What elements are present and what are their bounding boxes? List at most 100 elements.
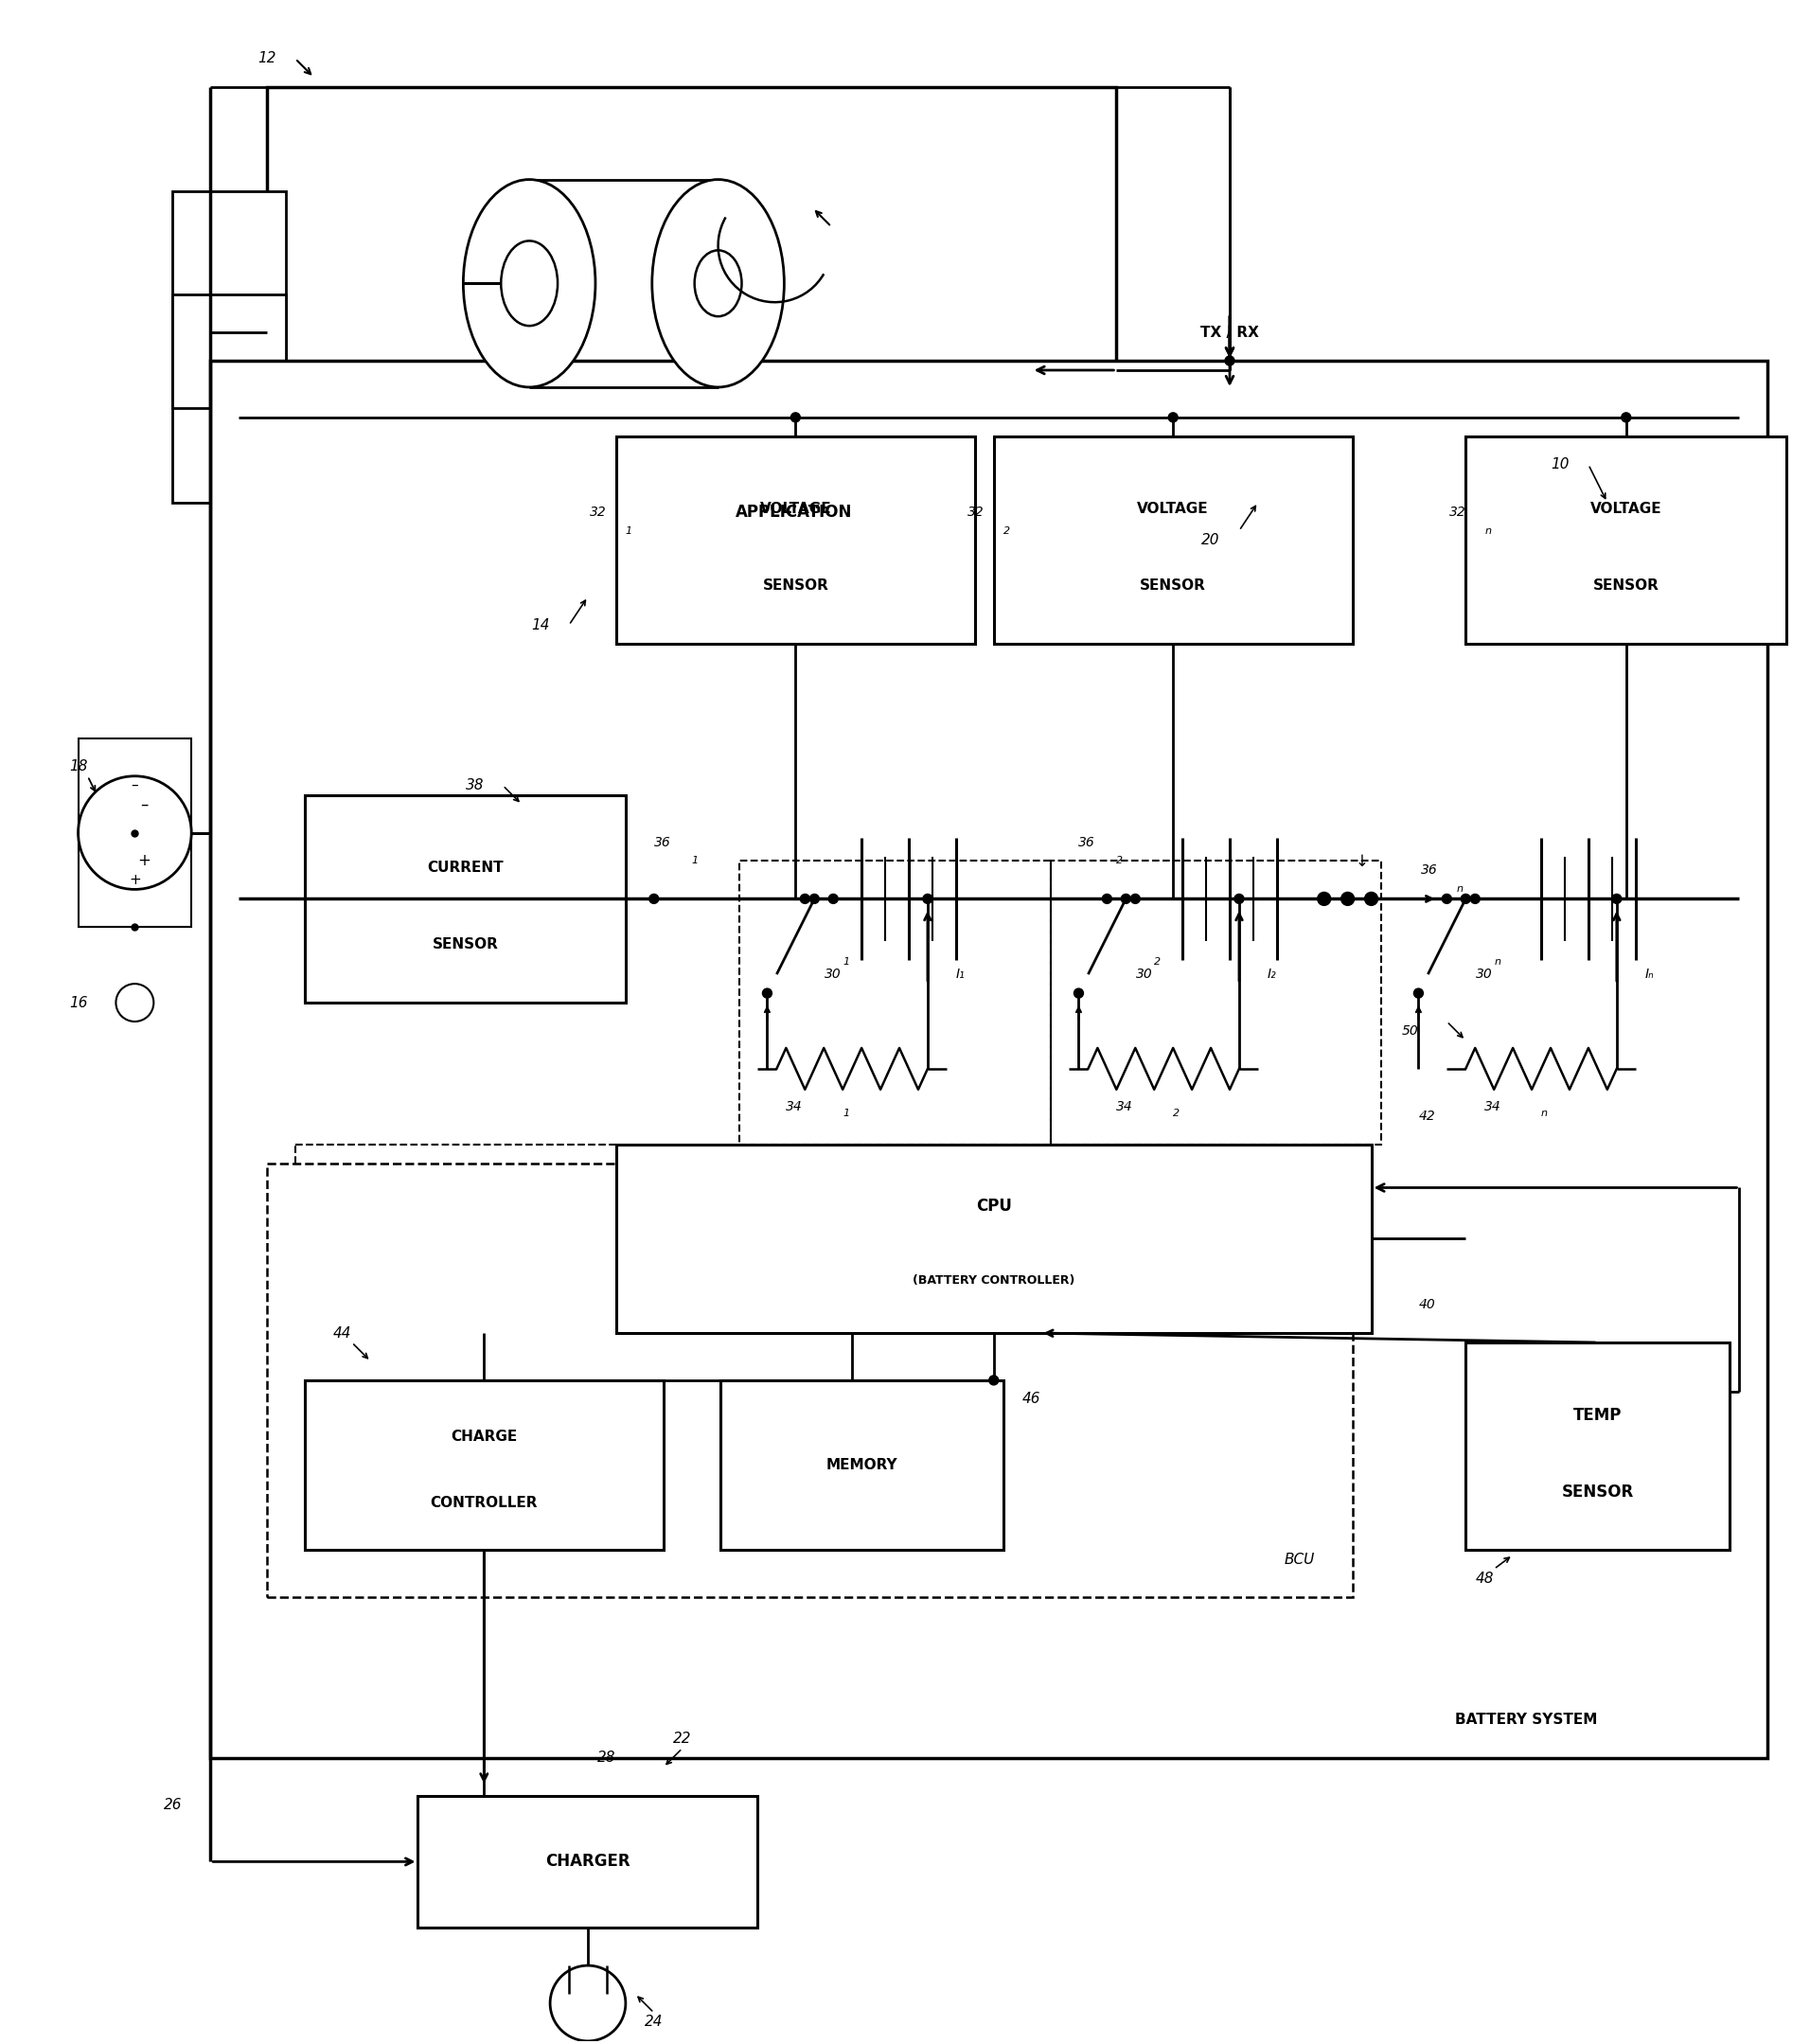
Text: 22: 22: [673, 1731, 691, 1746]
Text: MEMORY: MEMORY: [825, 1457, 898, 1472]
Circle shape: [809, 893, 820, 903]
Bar: [172, 190, 286, 503]
Text: TEMP: TEMP: [1573, 1406, 1622, 1425]
Text: 2: 2: [1173, 1108, 1180, 1118]
Text: 12: 12: [257, 51, 277, 65]
Circle shape: [1073, 989, 1084, 997]
Text: BATTERY SYSTEM: BATTERY SYSTEM: [1455, 1713, 1598, 1727]
Text: 34: 34: [1484, 1100, 1500, 1114]
Text: BCU: BCU: [1283, 1553, 1314, 1566]
Text: 2: 2: [1003, 525, 1010, 536]
Bar: [266, 88, 1117, 578]
Text: 34: 34: [786, 1100, 804, 1114]
Text: +: +: [129, 873, 141, 887]
Bar: [994, 435, 1352, 644]
Bar: [1466, 1343, 1730, 1549]
Ellipse shape: [463, 180, 595, 386]
Circle shape: [1414, 989, 1423, 997]
Text: SENSOR: SENSOR: [433, 938, 498, 953]
Circle shape: [988, 1376, 999, 1386]
Text: APPLICATION: APPLICATION: [735, 503, 853, 521]
Circle shape: [1234, 893, 1243, 903]
Circle shape: [1613, 893, 1622, 903]
Text: –: –: [130, 779, 138, 793]
Text: 2: 2: [1155, 957, 1160, 967]
Text: 30: 30: [1137, 967, 1153, 981]
Text: 1: 1: [626, 525, 632, 536]
Bar: [1050, 861, 1381, 1145]
Text: 30: 30: [1477, 967, 1493, 981]
Circle shape: [1470, 893, 1481, 903]
Circle shape: [1341, 891, 1354, 905]
Text: I₂: I₂: [1267, 967, 1276, 981]
Text: 24: 24: [644, 2015, 662, 2030]
Text: CURRENT: CURRENT: [427, 861, 503, 875]
Text: 10: 10: [1551, 458, 1569, 472]
Text: 16: 16: [69, 995, 87, 1010]
Text: VOLTAGE: VOLTAGE: [1591, 503, 1662, 515]
Circle shape: [923, 893, 932, 903]
Text: 34: 34: [1117, 1100, 1133, 1114]
Ellipse shape: [501, 241, 557, 325]
Bar: [78, 738, 192, 928]
Text: (BATTERY CONTROLLER): (BATTERY CONTROLLER): [912, 1273, 1075, 1286]
Text: TX / RX: TX / RX: [1200, 325, 1260, 339]
Text: 40: 40: [1419, 1298, 1435, 1312]
Text: 2: 2: [1117, 856, 1124, 867]
Circle shape: [829, 893, 838, 903]
Bar: [1466, 435, 1786, 644]
Circle shape: [762, 989, 771, 997]
Text: SENSOR: SENSOR: [1140, 578, 1205, 593]
Text: 38: 38: [465, 779, 483, 793]
Text: 32: 32: [1448, 505, 1466, 519]
Circle shape: [1167, 413, 1178, 423]
Bar: [720, 1380, 1003, 1549]
Bar: [615, 1145, 1372, 1333]
Text: CHARGER: CHARGER: [545, 1854, 630, 1870]
Text: 48: 48: [1475, 1572, 1493, 1586]
Circle shape: [1120, 893, 1131, 903]
Circle shape: [1443, 893, 1452, 903]
Text: CPU: CPU: [976, 1198, 1012, 1214]
Ellipse shape: [652, 180, 784, 386]
Text: SENSOR: SENSOR: [1562, 1484, 1634, 1500]
Circle shape: [1461, 893, 1470, 903]
Text: 36: 36: [1079, 836, 1095, 848]
Text: 46: 46: [1023, 1392, 1041, 1406]
Text: 42: 42: [1419, 1110, 1435, 1122]
Text: VOLTAGE: VOLTAGE: [1137, 503, 1209, 515]
Bar: [172, 294, 286, 409]
Circle shape: [1225, 356, 1234, 366]
Circle shape: [1131, 893, 1140, 903]
Text: n: n: [1457, 885, 1462, 893]
Circle shape: [650, 893, 659, 903]
Bar: [304, 1380, 662, 1549]
Bar: [418, 1795, 758, 1927]
Bar: [266, 1163, 1352, 1596]
Text: ↓: ↓: [1356, 852, 1368, 869]
Bar: [738, 861, 1050, 1145]
Text: I₁: I₁: [956, 967, 965, 981]
Text: 28: 28: [597, 1752, 615, 1764]
Text: 44: 44: [333, 1327, 351, 1341]
Text: 50: 50: [1401, 1024, 1419, 1038]
Text: 1: 1: [691, 856, 699, 867]
Text: 36: 36: [653, 836, 672, 848]
Text: 1: 1: [843, 957, 849, 967]
Text: SENSOR: SENSOR: [762, 578, 829, 593]
Text: SENSOR: SENSOR: [1593, 578, 1660, 593]
Text: 26: 26: [163, 1799, 183, 1813]
Text: n: n: [1484, 525, 1491, 536]
Text: Iₙ: Iₙ: [1645, 967, 1654, 981]
Circle shape: [791, 413, 800, 423]
Text: CONTROLLER: CONTROLLER: [431, 1496, 538, 1511]
Text: 20: 20: [1202, 533, 1220, 548]
Text: 36: 36: [1421, 865, 1437, 877]
Text: 14: 14: [532, 617, 550, 632]
Text: 1: 1: [843, 1108, 849, 1118]
Text: +: +: [138, 852, 150, 869]
Circle shape: [1622, 413, 1631, 423]
Bar: [615, 435, 976, 644]
Circle shape: [1102, 893, 1111, 903]
Text: VOLTAGE: VOLTAGE: [760, 503, 831, 515]
